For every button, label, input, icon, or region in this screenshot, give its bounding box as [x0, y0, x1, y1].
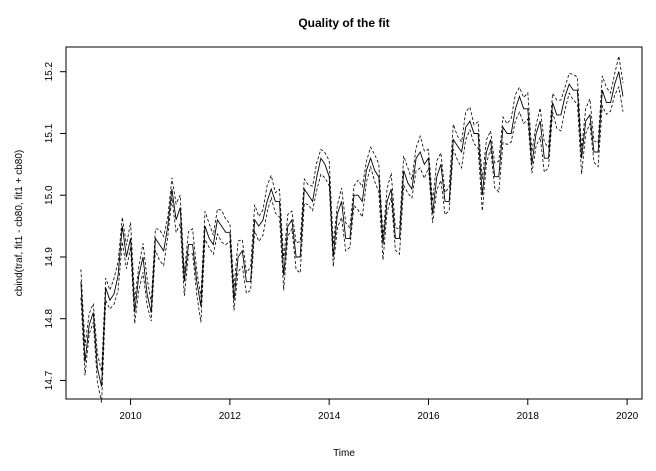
lower-bound-line: [80, 85, 624, 403]
y-axis: 14.7 14.8 14.9 15.0 15.1 15.2: [44, 62, 67, 390]
x-tick-label: 2016: [417, 411, 440, 422]
y-tick-label: 15.0: [44, 185, 55, 205]
y-tick-label: 14.7: [44, 370, 55, 390]
x-tick-label: 2014: [318, 411, 341, 422]
x-tick-label: 2018: [517, 411, 540, 422]
x-axis-label: Time: [333, 448, 355, 459]
series-layer: [80, 56, 624, 403]
y-tick-label: 14.8: [44, 309, 55, 329]
chart-title: Quality of the fit: [298, 16, 389, 30]
y-tick-label: 15.1: [44, 123, 55, 143]
y-tick-label: 14.9: [44, 247, 55, 267]
observed-series-line: [80, 71, 624, 387]
y-axis-label: cbind(traf, fit1 - cb80, fit1 + cb80): [14, 150, 25, 296]
x-tick-label: 2020: [616, 411, 639, 422]
y-tick-label: 15.2: [44, 62, 55, 82]
x-tick-label: 2012: [219, 411, 242, 422]
x-tick-label: 2010: [119, 411, 142, 422]
x-axis: 2010 2012 2014 2016 2018 2020: [119, 398, 639, 422]
plot-frame: [65, 46, 643, 400]
